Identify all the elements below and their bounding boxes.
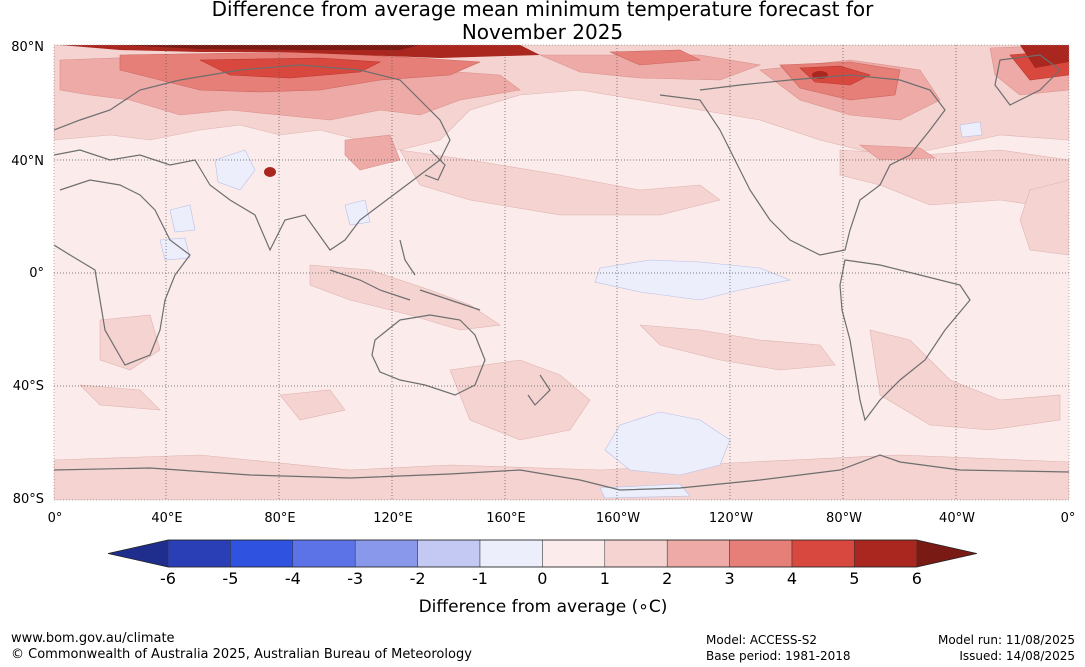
lon-label-0-left: 0° (48, 511, 63, 526)
colorbar-tick-label: 1 (600, 569, 610, 588)
colorbar-tick-label: -1 (472, 569, 488, 588)
colorbar-swatch (729, 539, 793, 568)
anomaly-region-minus1-south-china (344, 199, 371, 226)
colorbar-tick-label: 2 (662, 569, 672, 588)
colorbar-arrow-high (916, 540, 977, 567)
anomaly-region-plus1-indonesia (309, 264, 501, 331)
colorbar-tick-label: 0 (537, 569, 547, 588)
colorbar-label: Difference from average (∘C) (419, 597, 668, 617)
lat-label-40n: 40°N (11, 154, 44, 169)
coastline-north-america (659, 74, 946, 256)
colorbar-tick-label: -2 (410, 569, 426, 588)
colorbar-swatch (542, 539, 606, 568)
colorbar-swatch (354, 539, 418, 568)
colorbar-tick-label: -6 (160, 569, 176, 588)
colorbar-tick-label: -3 (347, 569, 363, 588)
coastline-japan (424, 149, 446, 181)
coastline-south-america (839, 259, 971, 422)
anomaly-region-plus1-north-pacific (399, 149, 721, 216)
map-title-line-1: Difference from average mean minimum tem… (211, 0, 874, 21)
lon-label-40e: 40°E (151, 511, 182, 526)
colorbar-swatch (854, 539, 918, 568)
lat-label-80s: 80°S (13, 492, 44, 507)
lon-label-80e: 80°E (264, 511, 295, 526)
footer-model-run: Model run: 11/08/2025 (937, 633, 1075, 647)
map-title-line-2: November 2025 (461, 20, 624, 44)
colorbar-swatch (479, 539, 543, 568)
lon-label-120w: 120°W (709, 511, 753, 526)
anomaly-region-plus1-africa-west (1019, 179, 1069, 256)
anomaly-region-minus1-south-pacific (604, 411, 731, 476)
colorbar-swatch (417, 539, 481, 568)
colorbar-swatch (292, 539, 356, 568)
footer-issued: Issued: 14/08/2025 (959, 649, 1075, 663)
colorbar-swatch (604, 539, 668, 568)
lon-label-120e: 120°E (373, 511, 413, 526)
colorbar-outline (107, 539, 977, 568)
coastline-antarctica (54, 454, 1069, 491)
colorbar-tick-label: 6 (912, 569, 922, 588)
lat-label-80n: 80°N (11, 40, 44, 55)
anomaly-region-minus1-horn-of-africa (159, 237, 191, 261)
anomaly-region-plus1-south-pacific (639, 324, 836, 371)
lat-label-equator: 0° (29, 266, 44, 281)
footer-copyright: © Commonwealth of Australia 2025, Austra… (11, 647, 472, 662)
lon-label-40w: 40°W (939, 511, 975, 526)
anomaly-region-plus1-new-zealand (449, 359, 591, 441)
anomaly-region-plus1-southern-africa (99, 314, 161, 371)
anomaly-region-plus4-kara-sea (199, 57, 382, 79)
colorbar-swatch (230, 539, 294, 568)
colorbar-swatch (666, 539, 730, 568)
anomaly-region-plus4-baffin (799, 65, 871, 86)
colorbar-swatch (167, 539, 231, 568)
colorbar-tick-label: 5 (849, 569, 859, 588)
lon-label-160w: 160°W (596, 511, 640, 526)
footer-model: Model: ACCESS-S2 (706, 633, 818, 647)
anomaly-region-plus2-chukchi (539, 54, 762, 81)
anomaly-region-minus1-ross-sea (599, 483, 691, 499)
footer-website[interactable]: www.bom.gov.au/climate (11, 631, 175, 646)
coastline-new-zealand (527, 374, 551, 406)
anomaly-region-plus2-north-atlantic (859, 144, 936, 161)
anomaly-region-minus1-equatorial-pacific (594, 259, 792, 301)
anomaly-region-minus1-arabia (169, 204, 196, 233)
colorbar-tick-label: 4 (787, 569, 797, 588)
map-frame (53, 44, 1070, 501)
anomaly-region-plus1-south-atlantic (869, 329, 1061, 431)
colorbar-swatch (791, 539, 855, 568)
coastline-australia (371, 314, 486, 396)
colorbar-tick-label: -5 (222, 569, 238, 588)
anomaly-region-plus2-china (344, 134, 401, 171)
colorbar-tick-label: 3 (725, 569, 735, 588)
coastline-africa (54, 179, 191, 366)
anomaly-shading (54, 45, 1069, 500)
anomaly-region-plus1-south-indian (79, 384, 161, 411)
footer-base-period: Base period: 1981-2018 (706, 649, 851, 663)
coastline-greenland (994, 54, 1061, 106)
colorbar: -6 -5 -4 -3 -2 -1 0 1 2 3 4 5 6 (107, 539, 977, 588)
anomaly-region-minus1-labrador-sea (959, 121, 983, 138)
anomaly-region-plus1-south-indian-2 (279, 389, 346, 421)
colorbar-tick-label: -4 (285, 569, 301, 588)
lon-label-0-right: 0° (1061, 511, 1076, 526)
lon-label-160e: 160°E (486, 511, 526, 526)
anomaly-region-plus5-arctic-eurasia (60, 45, 540, 58)
colorbar-arrow-low (108, 540, 168, 567)
coastline-maritime-continent (329, 239, 481, 311)
anomaly-region-plus6-arctic (120, 45, 420, 50)
anomaly-region-plus5-arctic-greenland (1020, 45, 1069, 68)
map-gridlines (54, 45, 1069, 500)
anomaly-region-plus3-arctic-ocean (609, 49, 702, 66)
lon-label-80w: 80°W (826, 511, 862, 526)
lat-label-40s: 40°S (13, 379, 44, 394)
anomaly-spot-plus5-himalaya (264, 167, 276, 177)
